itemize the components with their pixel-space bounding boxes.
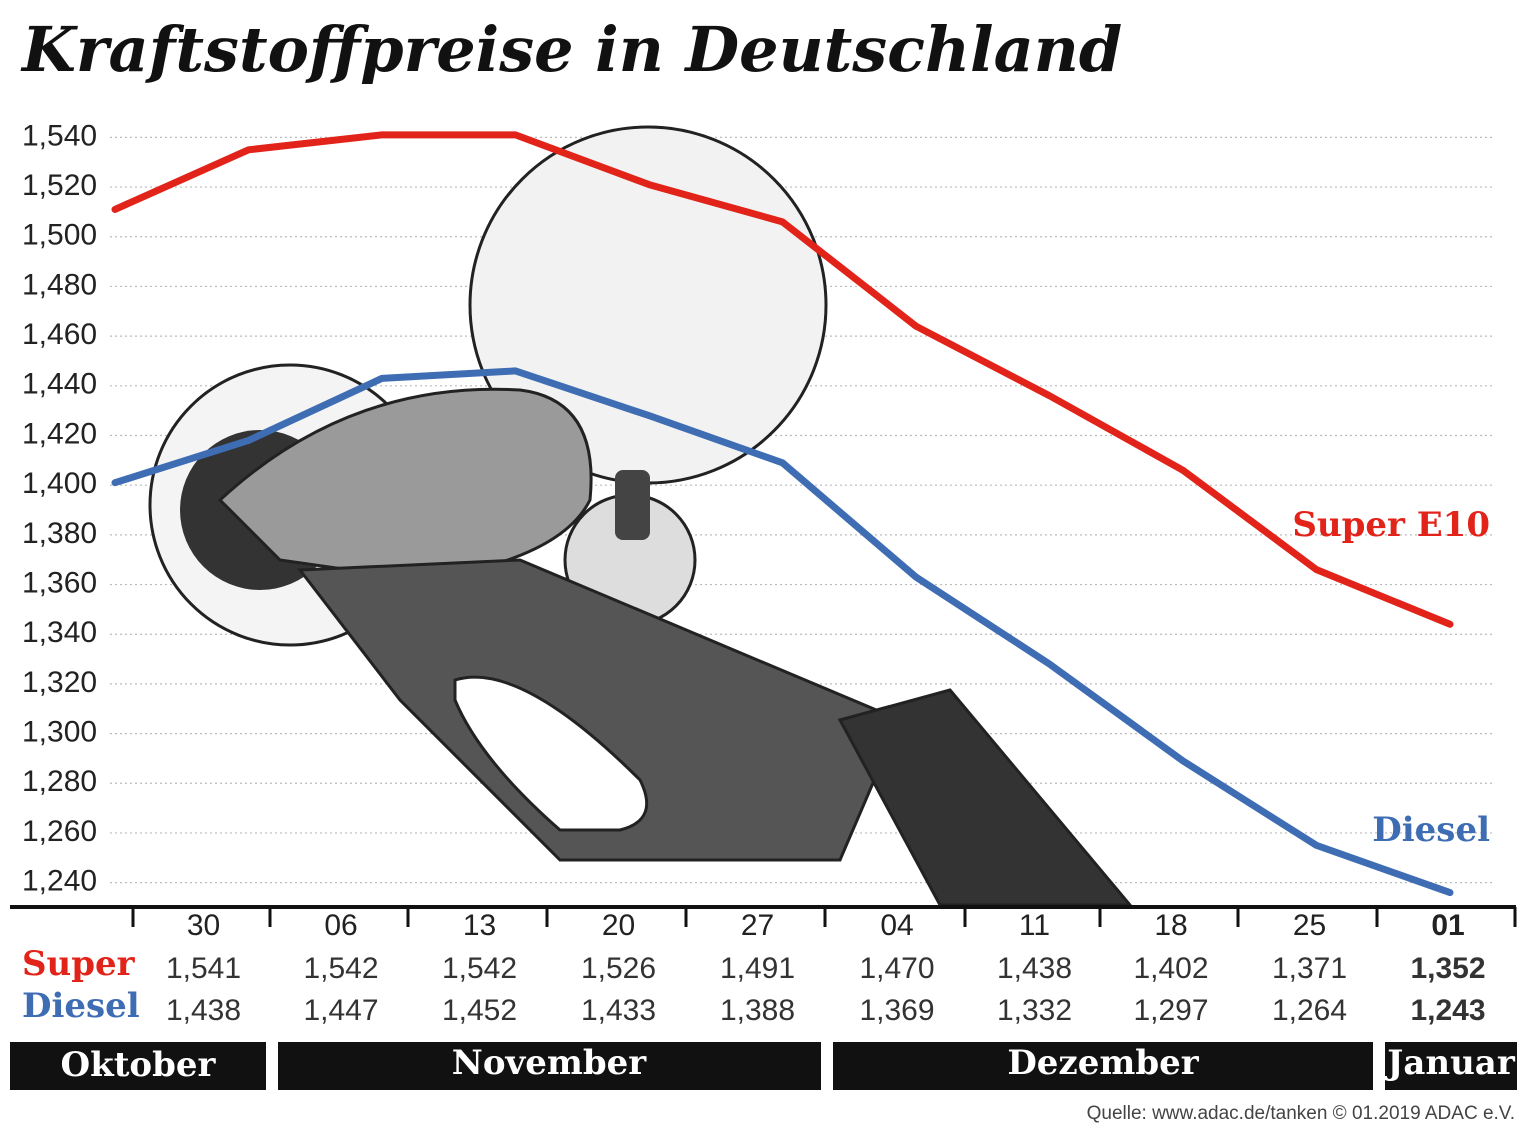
table-value: 1,371 <box>1272 952 1347 985</box>
row-label: Super <box>22 944 136 984</box>
x-tick-label: 27 <box>741 909 774 942</box>
month-label: Dezember <box>1007 1043 1199 1083</box>
x-tick-label: 01 <box>1431 909 1464 942</box>
table-value: 1,433 <box>581 994 656 1027</box>
table-value: 1,352 <box>1410 952 1485 985</box>
table-value: 1,447 <box>303 994 378 1027</box>
table-value: 1,470 <box>859 952 934 985</box>
y-tick-label: 1,480 <box>22 268 97 301</box>
x-tick-label: 13 <box>463 909 496 942</box>
table-value: 1,369 <box>859 994 934 1027</box>
table-value: 1,297 <box>1133 994 1208 1027</box>
series-line <box>111 131 1454 628</box>
y-tick-label: 1,260 <box>22 815 97 848</box>
x-tick-label: 25 <box>1293 909 1326 942</box>
table-value: 1,542 <box>303 952 378 985</box>
month-label: Januar <box>1384 1043 1516 1083</box>
x-tick-label: 18 <box>1154 909 1187 942</box>
table-value: 1,402 <box>1133 952 1208 985</box>
table-value: 1,438 <box>166 994 241 1027</box>
table-value: 1,491 <box>720 952 795 985</box>
x-tick-label: 06 <box>324 909 357 942</box>
table-value: 1,541 <box>166 952 241 985</box>
y-tick-label: 1,360 <box>22 566 97 599</box>
month-bar <box>278 1042 821 1090</box>
pump-illustration <box>148 125 1134 907</box>
x-tick-label: 30 <box>187 909 220 942</box>
table-value: 1,452 <box>442 994 517 1027</box>
y-tick-label: 1,300 <box>22 716 97 749</box>
y-tick-label: 1,340 <box>22 616 97 649</box>
series-line <box>111 367 1454 897</box>
x-tick-label: 11 <box>1019 909 1050 942</box>
x-tick-label: 04 <box>880 909 913 942</box>
y-tick-label: 1,500 <box>22 219 97 252</box>
y-tick-label: 1,400 <box>22 467 97 500</box>
y-tick-label: 1,320 <box>22 666 97 699</box>
y-tick-label: 1,520 <box>22 169 97 202</box>
table-value: 1,526 <box>581 952 656 985</box>
table-value: 1,542 <box>442 952 517 985</box>
y-tick-label: 1,380 <box>22 517 97 550</box>
y-tick-label: 1,420 <box>22 417 97 450</box>
y-tick-label: 1,460 <box>22 318 97 351</box>
month-bar <box>1385 1042 1517 1090</box>
table-value: 1,243 <box>1410 994 1485 1027</box>
series-label: Diesel <box>1372 810 1490 850</box>
month-bar <box>10 1042 266 1090</box>
y-tick-label: 1,240 <box>22 865 97 898</box>
month-label: November <box>452 1043 648 1083</box>
chart-title: Kraftstoffpreise in Deutschland <box>20 13 1122 86</box>
table-value: 1,388 <box>720 994 795 1027</box>
y-tick-label: 1,440 <box>22 368 97 401</box>
x-tick-label: 20 <box>602 909 635 942</box>
table-value: 1,332 <box>997 994 1072 1027</box>
table-value: 1,438 <box>997 952 1072 985</box>
month-bar <box>833 1042 1373 1090</box>
month-label: Oktober <box>61 1045 217 1085</box>
source: Quelle: www.adac.de/tanken © 01.2019 ADA… <box>1087 1103 1515 1124</box>
y-tick-label: 1,280 <box>22 765 97 798</box>
table-value: 1,264 <box>1272 994 1347 1027</box>
y-tick-label: 1,540 <box>22 119 97 152</box>
series-label: Super E10 <box>1292 505 1490 545</box>
row-label: Diesel <box>22 986 140 1026</box>
